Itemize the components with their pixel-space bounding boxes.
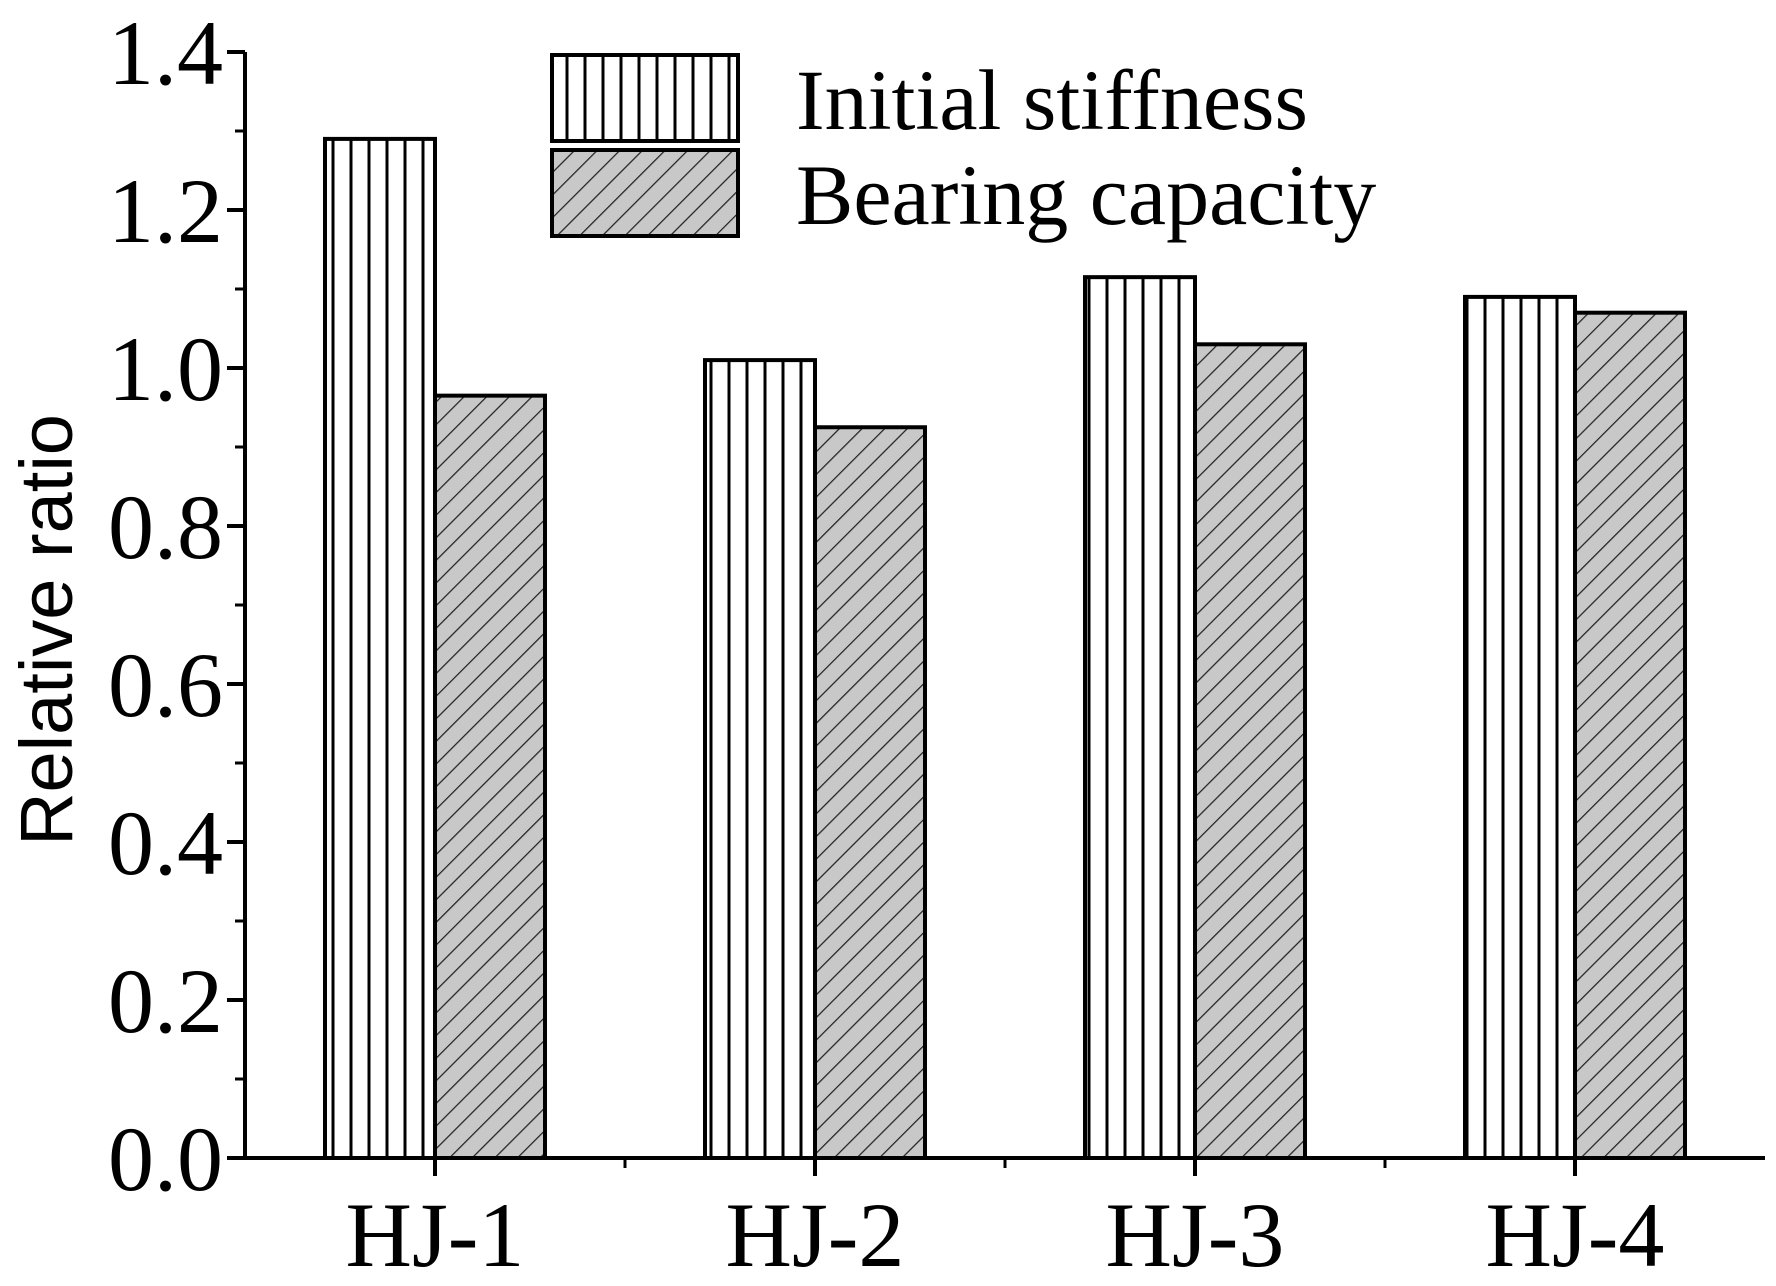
legend-label: Bearing capacity bbox=[796, 147, 1376, 243]
legend-swatch bbox=[550, 148, 740, 238]
y-tick-label: 0.2 bbox=[108, 950, 223, 1052]
y-axis-label: Relative ratio bbox=[5, 414, 88, 846]
bar-bearing-capacity bbox=[1573, 310, 1687, 1160]
y-tick-label: 0.8 bbox=[108, 476, 223, 578]
x-tick-label: HJ-4 bbox=[1486, 1184, 1665, 1286]
y-tick-label: 0.6 bbox=[108, 634, 223, 736]
y-tick-label: 1.2 bbox=[108, 160, 223, 262]
x-tick-label: HJ-2 bbox=[726, 1184, 905, 1286]
y-tick-label: 1.4 bbox=[108, 2, 223, 104]
axes bbox=[243, 52, 1765, 1160]
y-tick-label: 1.0 bbox=[108, 318, 223, 420]
bar-bearing-capacity bbox=[813, 425, 927, 1160]
y-tick-label: 0.0 bbox=[108, 1108, 223, 1210]
x-tick-label: HJ-1 bbox=[346, 1184, 525, 1286]
legend-label: Initial stiffness bbox=[796, 52, 1308, 148]
y-axis-ticks: 0.0 0.2 0.4 0.6 0.8 1.0 1.2 1.4 bbox=[108, 2, 245, 1210]
bar-initial-stiffness bbox=[1463, 294, 1577, 1160]
bar-bearing-capacity bbox=[1193, 342, 1307, 1160]
bars-group bbox=[323, 136, 1687, 1161]
bar-initial-stiffness bbox=[1083, 275, 1197, 1160]
legend-swatch bbox=[550, 53, 740, 143]
x-axis-ticks: HJ-1 HJ-2 HJ-3 HJ-4 bbox=[346, 1158, 1665, 1286]
x-tick-label: HJ-3 bbox=[1106, 1184, 1285, 1286]
y-tick-label: 0.4 bbox=[108, 792, 223, 894]
bar-bearing-capacity bbox=[433, 393, 547, 1160]
bar-initial-stiffness bbox=[323, 136, 437, 1160]
bar-initial-stiffness bbox=[703, 358, 817, 1161]
